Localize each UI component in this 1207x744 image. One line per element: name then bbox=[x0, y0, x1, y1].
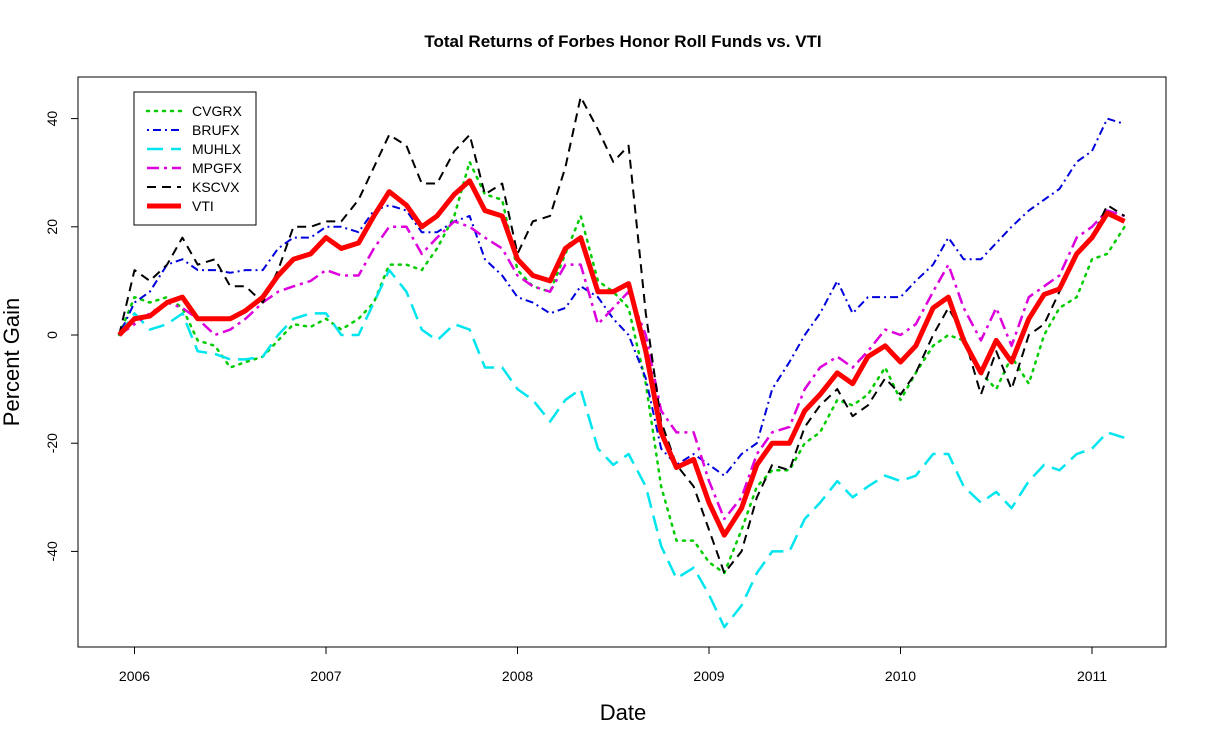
legend-label-cvgrx: CVGRX bbox=[192, 103, 242, 119]
x-tick-label: 2007 bbox=[310, 668, 341, 684]
x-tick-label: 2006 bbox=[119, 668, 150, 684]
series-line-brufx bbox=[118, 117, 1125, 477]
series-line-cvgrx bbox=[117, 160, 1126, 575]
x-tick-label: 2011 bbox=[1077, 668, 1107, 684]
series-line-vti bbox=[117, 178, 1126, 538]
legend-label-mpgfx: MPGFX bbox=[192, 160, 242, 176]
legend: CVGRX BRUFX MUHLX MPGFX KSCVX VTI bbox=[133, 91, 257, 226]
y-tick-label: 0 bbox=[44, 331, 60, 339]
legend-label-brufx: BRUFX bbox=[192, 122, 240, 138]
x-tick-label: 2010 bbox=[885, 668, 916, 684]
legend-box bbox=[133, 91, 257, 226]
x-axis: 2006 2007 2008 2009 2010 2011 bbox=[119, 646, 1107, 684]
series-layer bbox=[117, 95, 1126, 629]
series-line-muhlx bbox=[118, 268, 1125, 629]
y-axis-title: Percent Gain bbox=[0, 298, 24, 426]
y-tick-label: -40 bbox=[44, 541, 60, 561]
y-tick-label: -20 bbox=[44, 433, 60, 453]
y-tick-label: 40 bbox=[44, 111, 60, 127]
y-tick-label: 20 bbox=[44, 219, 60, 235]
x-tick-label: 2009 bbox=[693, 668, 724, 684]
x-tick-label: 2008 bbox=[502, 668, 533, 684]
series-line-kscvx bbox=[118, 95, 1126, 575]
x-axis-title: Date bbox=[600, 700, 646, 725]
legend-label-vti: VTI bbox=[192, 198, 214, 214]
y-axis: -40 -20 0 20 40 bbox=[44, 111, 79, 562]
legend-label-kscvx: KSCVX bbox=[192, 179, 240, 195]
series-line-mpgfx bbox=[118, 209, 1125, 521]
legend-label-muhlx: MUHLX bbox=[192, 141, 242, 157]
chart-title: Total Returns of Forbes Honor Roll Funds… bbox=[424, 32, 821, 51]
